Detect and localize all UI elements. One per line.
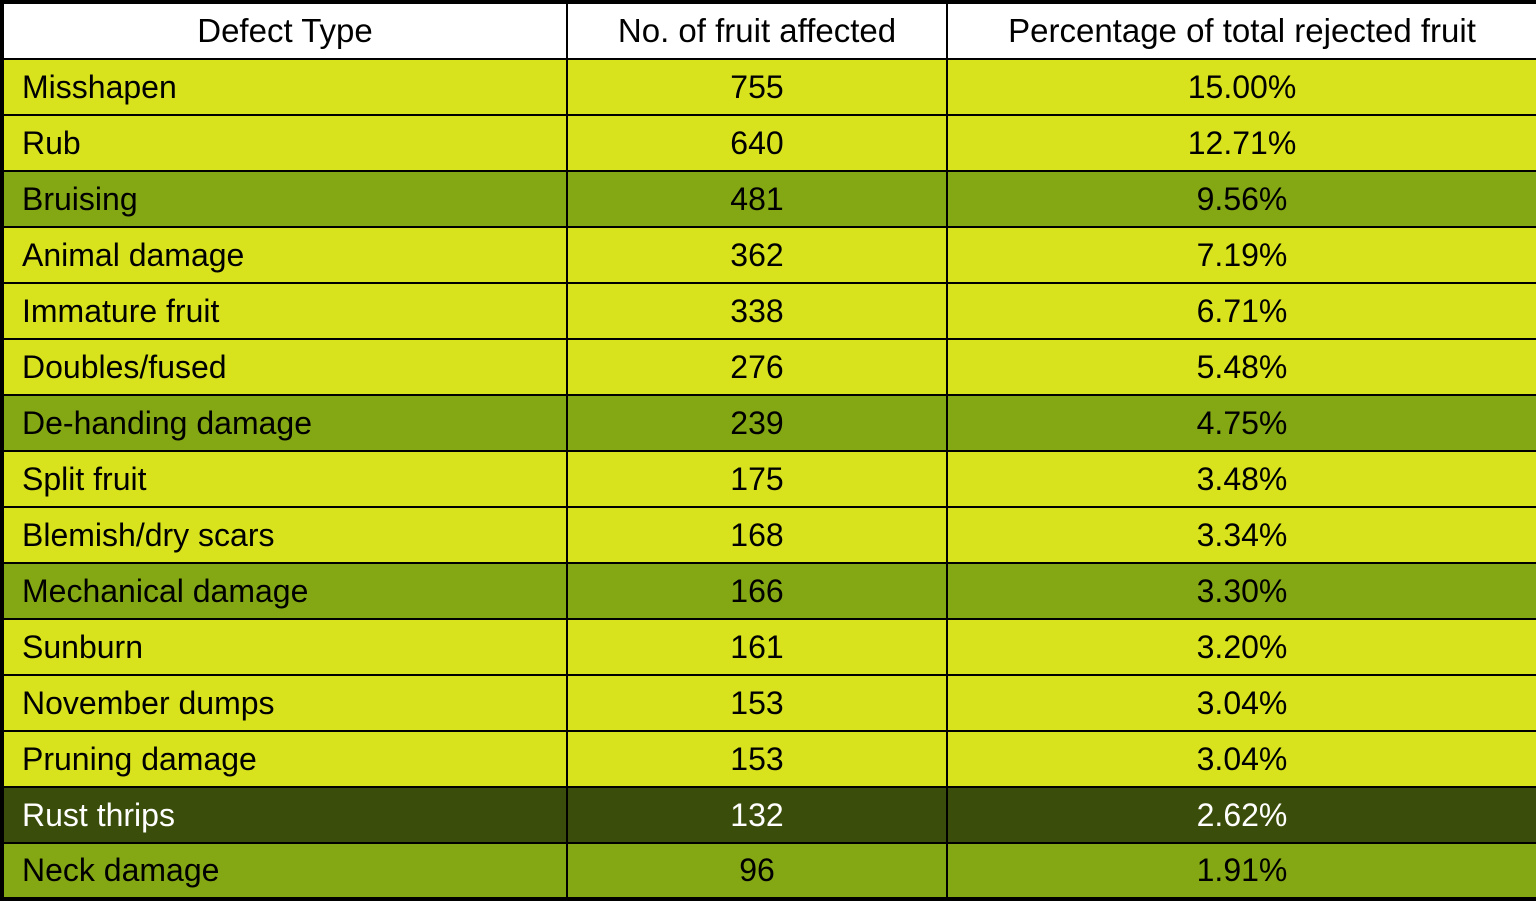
defect-type-cell: Immature fruit <box>1 282 568 340</box>
percentage-cell: 5.48% <box>946 338 1536 396</box>
defect-type-cell: Rust thrips <box>1 786 568 844</box>
table-row: Mechanical damage 166 3.30% <box>1 562 1536 620</box>
percentage-cell: 6.71% <box>946 282 1536 340</box>
table-header: Defect Type No. of fruit affected Percen… <box>1 1 1536 60</box>
column-header-defect-type: Defect Type <box>1 1 568 60</box>
percentage-cell: 3.04% <box>946 730 1536 788</box>
defect-type-cell: Pruning damage <box>1 730 568 788</box>
percentage-cell: 3.04% <box>946 674 1536 732</box>
percentage-cell: 12.71% <box>946 114 1536 172</box>
fruit-count-cell: 168 <box>566 506 948 564</box>
percentage-cell: 3.34% <box>946 506 1536 564</box>
percentage-cell: 3.20% <box>946 618 1536 676</box>
percentage-cell: 15.00% <box>946 58 1536 116</box>
defect-type-cell: Doubles/fused <box>1 338 568 396</box>
defect-type-cell: De-handing damage <box>1 394 568 452</box>
percentage-cell: 4.75% <box>946 394 1536 452</box>
defect-type-cell: Sunburn <box>1 618 568 676</box>
table-row: Split fruit 175 3.48% <box>1 450 1536 508</box>
table-row: Immature fruit 338 6.71% <box>1 282 1536 340</box>
fruit-count-cell: 166 <box>566 562 948 620</box>
fruit-count-cell: 755 <box>566 58 948 116</box>
table-row: Neck damage 96 1.91% <box>1 842 1536 900</box>
column-header-percentage: Percentage of total rejected fruit <box>946 1 1536 60</box>
fruit-count-cell: 276 <box>566 338 948 396</box>
fruit-count-cell: 338 <box>566 282 948 340</box>
table-row: Pruning damage 153 3.04% <box>1 730 1536 788</box>
table-row: Rust thrips 132 2.62% <box>1 786 1536 844</box>
defect-type-cell: Misshapen <box>1 58 568 116</box>
fruit-count-cell: 132 <box>566 786 948 844</box>
table-row: Blemish/dry scars 168 3.34% <box>1 506 1536 564</box>
table-row: Bruising 481 9.56% <box>1 170 1536 228</box>
defect-type-cell: November dumps <box>1 674 568 732</box>
column-header-fruit-count: No. of fruit affected <box>566 1 948 60</box>
fruit-count-cell: 640 <box>566 114 948 172</box>
table-row: De-handing damage 239 4.75% <box>1 394 1536 452</box>
fruit-count-cell: 362 <box>566 226 948 284</box>
percentage-cell: 9.56% <box>946 170 1536 228</box>
table-row: Animal damage 362 7.19% <box>1 226 1536 284</box>
fruit-count-cell: 96 <box>566 842 948 900</box>
table-row: Rub 640 12.71% <box>1 114 1536 172</box>
table-row: Misshapen 755 15.00% <box>1 58 1536 116</box>
defect-type-cell: Bruising <box>1 170 568 228</box>
table-row: Sunburn 161 3.20% <box>1 618 1536 676</box>
table-row: Doubles/fused 276 5.48% <box>1 338 1536 396</box>
header-row: Defect Type No. of fruit affected Percen… <box>1 1 1536 60</box>
defect-type-cell: Mechanical damage <box>1 562 568 620</box>
fruit-count-cell: 175 <box>566 450 948 508</box>
percentage-cell: 2.62% <box>946 786 1536 844</box>
percentage-cell: 1.91% <box>946 842 1536 900</box>
percentage-cell: 7.19% <box>946 226 1536 284</box>
table-row: November dumps 153 3.04% <box>1 674 1536 732</box>
fruit-count-cell: 161 <box>566 618 948 676</box>
defect-type-cell: Rub <box>1 114 568 172</box>
defect-table-body: Misshapen 755 15.00% Rub 640 12.71% Bruising 48… <box>1 58 1536 900</box>
defect-type-cell: Neck damage <box>1 842 568 900</box>
defect-type-cell: Blemish/dry scars <box>1 506 568 564</box>
percentage-cell: 3.30% <box>946 562 1536 620</box>
fruit-count-cell: 239 <box>566 394 948 452</box>
defect-type-cell: Animal damage <box>1 226 568 284</box>
fruit-count-cell: 481 <box>566 170 948 228</box>
fruit-count-cell: 153 <box>566 674 948 732</box>
fruit-count-cell: 153 <box>566 730 948 788</box>
defect-type-cell: Split fruit <box>1 450 568 508</box>
percentage-cell: 3.48% <box>946 450 1536 508</box>
